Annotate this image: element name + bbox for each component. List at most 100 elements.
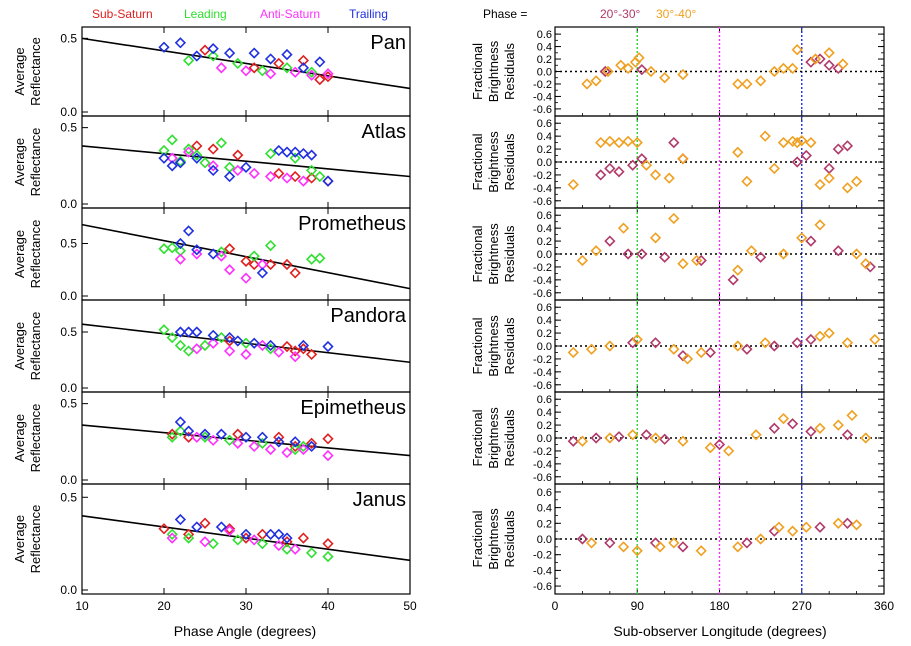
- point-trailing: [182, 225, 195, 237]
- point-20-30: [567, 435, 579, 447]
- point-30-40: [663, 172, 675, 184]
- point-30-40: [590, 245, 602, 257]
- y-tick-label: 0.5: [60, 237, 77, 251]
- point-30-40: [745, 245, 758, 257]
- point-leading: [182, 345, 195, 357]
- point-trailing: [223, 331, 236, 344]
- point-30-40: [695, 545, 707, 557]
- point-leading: [166, 134, 178, 146]
- point-trailing: [297, 62, 310, 74]
- point-30-40: [823, 172, 835, 184]
- point-sub-saturn: [297, 54, 310, 67]
- y-tick-label: 0.6: [537, 487, 552, 499]
- point-anti-saturn: [289, 543, 301, 555]
- point-anti-saturn: [240, 272, 252, 284]
- point-leading: [281, 543, 293, 555]
- point-30-40: [832, 517, 844, 529]
- point-30-40: [786, 62, 799, 75]
- point-leading: [264, 239, 277, 252]
- point-30-40: [823, 47, 835, 59]
- point-leading: [232, 57, 244, 70]
- point-sub-saturn: [158, 523, 170, 535]
- point-20-30: [604, 537, 616, 549]
- point-sub-saturn: [281, 258, 293, 271]
- point-anti-saturn: [166, 152, 178, 164]
- y-tick-label: -0.4: [533, 275, 552, 287]
- point-30-40: [850, 248, 863, 260]
- point-leading: [182, 54, 195, 67]
- point-20-30: [590, 432, 602, 444]
- point-30-40: [631, 333, 643, 346]
- point-sub-saturn: [314, 73, 326, 86]
- y-tick-label: 0.2: [537, 236, 552, 248]
- point-30-40: [860, 258, 872, 270]
- point-leading: [158, 144, 170, 157]
- point-trailing: [174, 513, 187, 526]
- point-anti-saturn: [264, 68, 277, 80]
- panel-atlas-residuals: 0.60.40.20.0-0.2-0.4-0.6 Fractional Bright…: [470, 115, 885, 209]
- point-30-40: [791, 136, 803, 149]
- point-30-40: [805, 136, 817, 149]
- y-tick-label: 0.0: [60, 197, 77, 211]
- point-anti-saturn: [248, 534, 260, 546]
- point-trailing: [273, 144, 285, 157]
- point-20-30: [576, 533, 589, 545]
- point-leading: [256, 65, 269, 77]
- point-30-40: [777, 248, 790, 260]
- point-30-40: [604, 432, 616, 444]
- y-tick-label: 0.2: [537, 144, 552, 156]
- point-trailing: [264, 339, 277, 352]
- panel-pan-residuals: 0.60.40.20.0-0.2-0.4-0.6 Fractional Bright…: [470, 26, 885, 117]
- point-trailing: [207, 329, 219, 341]
- point-30-40: [814, 330, 826, 342]
- point-30-40: [759, 130, 771, 142]
- point-sub-saturn: [199, 44, 211, 56]
- y-axis-label-line1: Fractional: [470, 225, 485, 282]
- point-20-30: [613, 431, 625, 443]
- point-leading: [166, 528, 178, 540]
- point-sub-saturn: [207, 143, 219, 155]
- y-tick-label: 0.5: [60, 31, 77, 45]
- y-tick-label: -0.2: [533, 446, 552, 458]
- point-trailing: [281, 146, 293, 158]
- point-sub-saturn: [199, 517, 211, 529]
- point-sub-saturn: [240, 255, 252, 267]
- point-30-40: [732, 541, 744, 553]
- point-anti-saturn: [264, 170, 277, 183]
- point-anti-saturn: [297, 175, 310, 187]
- point-anti-saturn: [215, 250, 228, 262]
- point-leading: [199, 157, 211, 169]
- point-trailing: [207, 43, 219, 55]
- point-trailing: [215, 521, 228, 533]
- point-trailing: [248, 47, 260, 59]
- point-trailing: [305, 149, 318, 161]
- x-tick-label: 0: [552, 599, 559, 613]
- phase-legend-30-40: 30°-40°: [656, 7, 696, 21]
- point-20-30: [704, 346, 716, 359]
- point-30-40: [777, 136, 790, 149]
- point-30-40: [567, 178, 579, 191]
- point-trailing: [174, 157, 187, 169]
- point-30-40: [773, 521, 785, 533]
- point-30-40: [668, 537, 680, 549]
- panel-pandora: 0.5 0.0 Pandora Average Reflectance: [12, 299, 411, 395]
- point-trailing: [273, 436, 285, 448]
- point-30-40: [791, 44, 803, 56]
- point-trailing: [191, 326, 203, 338]
- point-anti-saturn: [215, 62, 228, 74]
- point-30-40: [631, 136, 643, 149]
- point-trailing: [166, 160, 178, 172]
- y-axis-label-line2: Reflectance: [28, 404, 43, 473]
- point-anti-saturn: [281, 446, 293, 459]
- point-leading: [297, 440, 310, 453]
- point-trailing: [191, 152, 203, 164]
- point-leading: [174, 425, 187, 437]
- point-20-30: [636, 63, 648, 76]
- y-axis-label-line1: Average: [12, 414, 27, 462]
- point-30-40: [649, 169, 662, 181]
- y-axis-label-line3: Residuals: [502, 133, 517, 191]
- point-30-40: [615, 59, 627, 71]
- point-sub-saturn: [273, 57, 285, 70]
- point-30-40: [754, 533, 767, 545]
